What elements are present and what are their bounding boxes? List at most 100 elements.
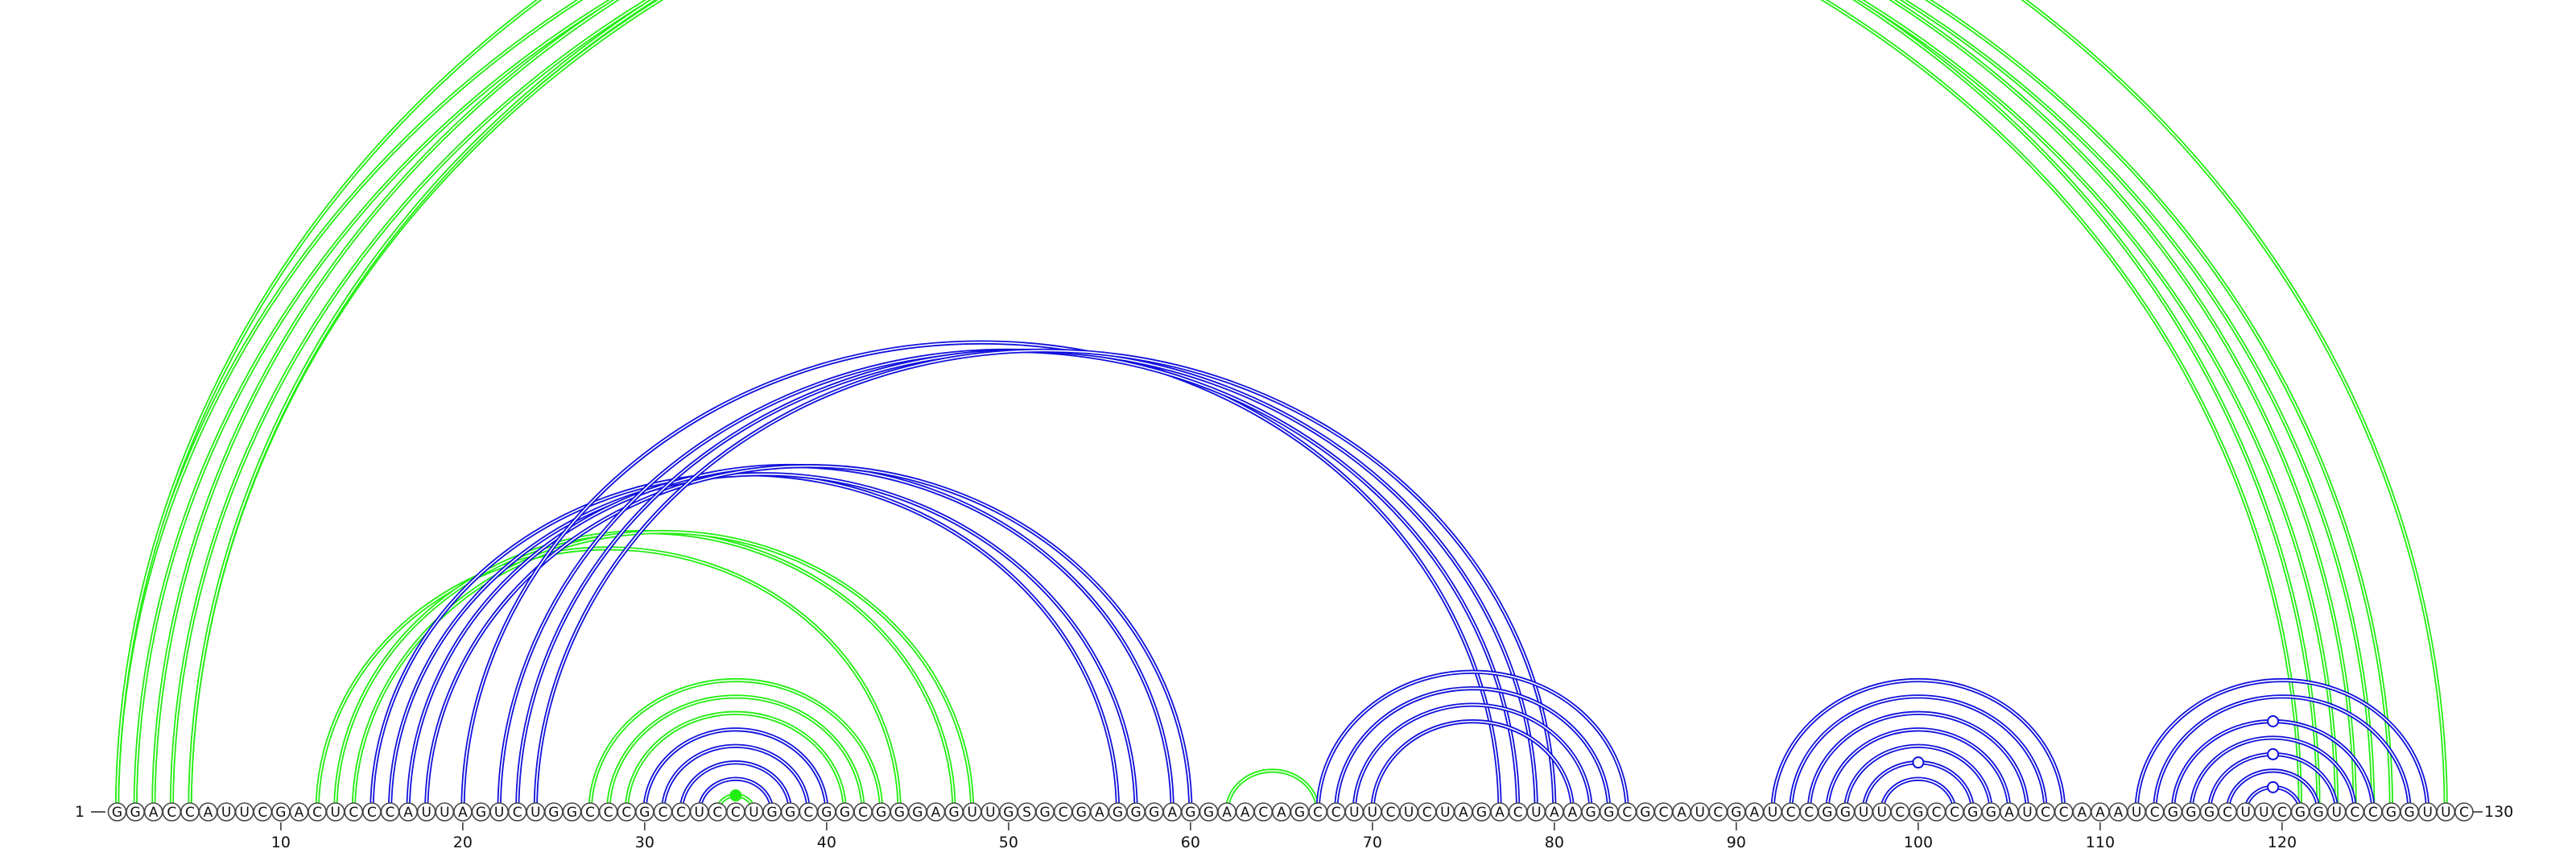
nucleotide-114: G (2163, 802, 2183, 822)
nucleotide-52: G (1035, 802, 1055, 822)
tick-20: 20 (453, 822, 473, 851)
nucleotide-45: G (908, 802, 927, 822)
nucleotide-119: U (2254, 802, 2274, 822)
nucleotide-68: C (1326, 802, 1346, 822)
svg-text:A: A (1750, 805, 1760, 821)
nucleotide-41: G (835, 802, 855, 822)
svg-text:C: C (2350, 805, 2359, 821)
svg-text:C: C (1659, 805, 1669, 821)
svg-text:C: C (1386, 805, 1396, 821)
svg-text:C: C (513, 805, 522, 821)
nucleotide-113: C (2145, 802, 2165, 822)
svg-text:C: C (1513, 805, 1523, 821)
svg-text:U: U (1768, 805, 1777, 821)
start-label: 1 (75, 803, 85, 821)
nucleotide-130: C (2454, 802, 2474, 822)
nucleotide-50: G (999, 802, 1018, 822)
nucleotide-98: U (1872, 802, 1892, 822)
nucleotide-96: G (1835, 802, 1856, 822)
svg-text:C: C (1804, 805, 1814, 821)
nucleotide-27: C (580, 802, 600, 822)
nucleotide-55: A (1090, 802, 1109, 822)
svg-text:A: A (2077, 805, 2087, 821)
nucleotide-24: U (526, 802, 546, 822)
svg-text:G: G (840, 805, 850, 821)
svg-text:U: U (2422, 805, 2432, 821)
svg-text:A: A (2114, 805, 2124, 821)
tick-10: 10 (271, 822, 291, 851)
nucleotide-33: U (689, 802, 709, 822)
base-pair-arc-32-38 (679, 760, 793, 813)
svg-text:G: G (567, 805, 577, 821)
base-pair-arc-27-43 (588, 677, 884, 813)
svg-text:U: U (1368, 805, 1377, 821)
nucleotide-3: A (143, 802, 163, 822)
svg-text:G: G (1986, 805, 1996, 821)
nucleotide-25: G (544, 802, 564, 822)
svg-text:C: C (731, 805, 741, 821)
arc-marker-97-103 (1912, 756, 1925, 769)
base-pair-arc-1-122 (114, 0, 2321, 813)
svg-text:C: C (2041, 805, 2050, 821)
arc-marker-116-123 (2267, 747, 2280, 760)
nucleotide-12: C (308, 802, 327, 822)
nucleotide-106: U (2017, 802, 2037, 822)
svg-text:G: G (1294, 805, 1305, 821)
nucleotide-75: A (1454, 802, 1473, 822)
nucleotide-42: C (853, 802, 873, 822)
svg-text:C: C (858, 805, 868, 821)
svg-text:60: 60 (1181, 834, 1200, 851)
nucleotide-84: C (1617, 802, 1637, 822)
svg-text:G: G (639, 805, 650, 821)
base-pair-arc-2-121 (133, 0, 2303, 813)
svg-text:A: A (1241, 805, 1250, 821)
svg-text:40: 40 (817, 834, 836, 851)
svg-text:G: G (130, 805, 141, 821)
base-pair-arc-4-123 (169, 0, 2339, 813)
nucleotide-21: G (471, 802, 491, 822)
nucleotide-56: G (1108, 802, 1128, 822)
tick-120: 120 (2268, 822, 2297, 851)
arc-marker-34-36 (729, 789, 742, 802)
svg-text:A: A (1167, 805, 1177, 821)
svg-text:U: U (1876, 805, 1886, 821)
svg-text:U: U (1440, 805, 1450, 821)
nucleotide-61: G (1199, 802, 1219, 822)
nucleotide-59: A (1162, 802, 1183, 822)
svg-text:C: C (1895, 805, 1905, 821)
svg-text:A: A (2095, 805, 2105, 821)
tick-40: 40 (817, 822, 836, 851)
svg-text:U: U (330, 805, 340, 821)
svg-text:C: C (1786, 805, 1796, 821)
svg-text:U: U (985, 805, 995, 821)
svg-text:A: A (458, 805, 468, 821)
nucleotide-90: G (1727, 802, 1746, 822)
nucleotide-37: G (762, 802, 782, 822)
svg-text:G: G (1604, 805, 1614, 821)
base-pair-arc-68-83 (1334, 686, 1612, 813)
nucleotide-7: U (217, 802, 236, 822)
svg-text:A: A (1459, 805, 1468, 821)
svg-text:G: G (1822, 805, 1832, 821)
base-pair-arc-12-44 (315, 546, 902, 813)
nucleotide-22: U (489, 802, 509, 822)
nucleotide-44: G (890, 802, 910, 822)
svg-text:U: U (530, 805, 540, 821)
nucleotide-15: C (362, 802, 382, 822)
svg-text:G: G (275, 805, 286, 821)
tick-80: 80 (1545, 822, 1564, 851)
svg-text:C: C (1713, 805, 1723, 821)
base-pair-arc-29-41 (624, 710, 848, 813)
nucleotide-126: G (2381, 802, 2401, 822)
svg-text:C: C (312, 805, 322, 821)
base-pair-arc-93-107 (1789, 694, 2048, 813)
nucleotide-32: C (671, 802, 691, 822)
markers-layer (729, 715, 2280, 802)
svg-text:G: G (2204, 805, 2215, 821)
nucleotide-100: G (1909, 802, 1928, 822)
svg-text:A: A (403, 805, 413, 821)
svg-text:U: U (967, 805, 976, 821)
svg-text:A: A (1495, 805, 1505, 821)
nucleotide-17: A (398, 802, 418, 822)
